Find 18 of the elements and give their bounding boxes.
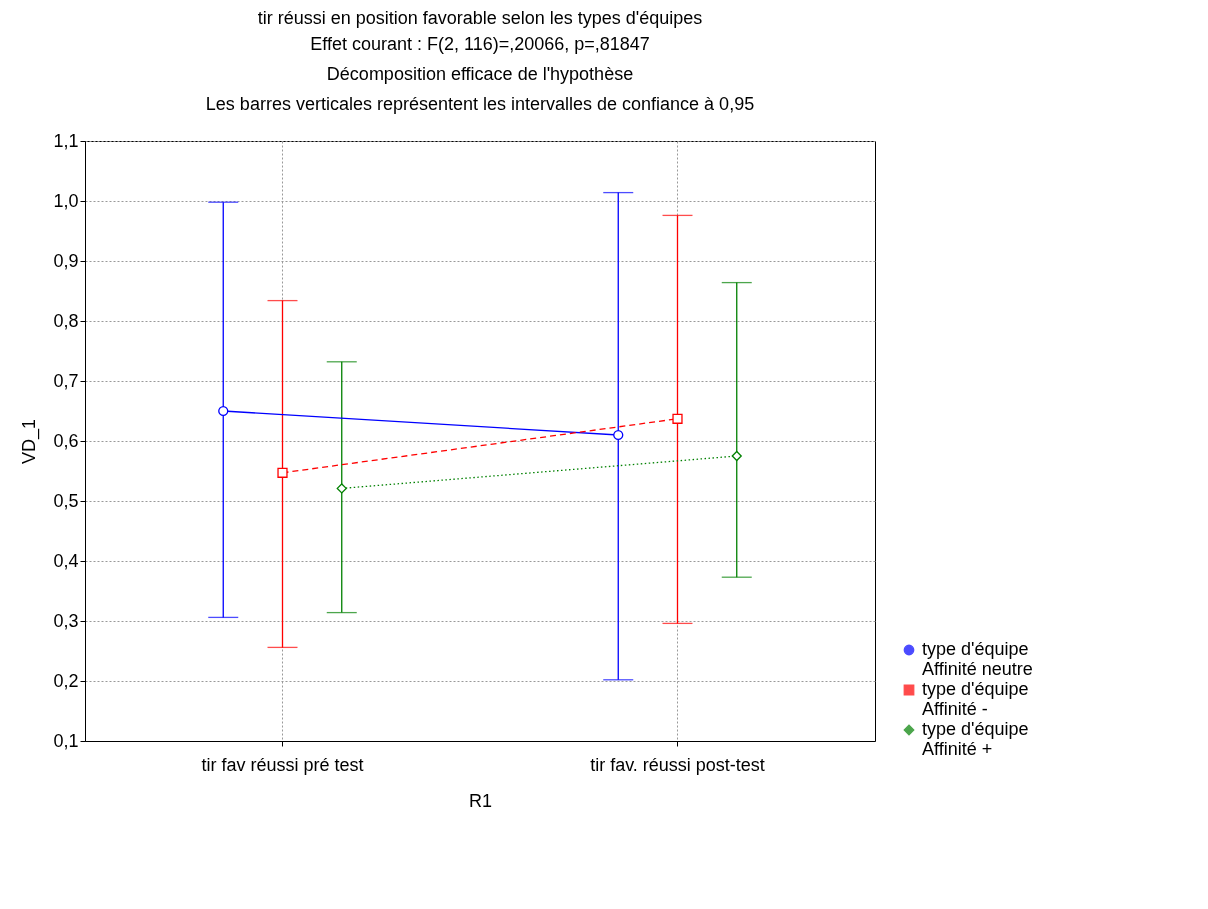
y-tick-label: 0,5: [53, 490, 79, 511]
y-tick-label: 1,0: [53, 190, 79, 211]
x-tick-label: tir fav. réussi post-test: [590, 754, 765, 775]
legend-label: type d'équipe Affinité +: [922, 719, 1029, 759]
x-axis-title: R1: [468, 790, 493, 811]
y-tick-label: 0,2: [53, 670, 79, 691]
y-tick-label: 0,7: [53, 370, 79, 391]
y-tick-label: 0,6: [53, 430, 79, 451]
y-tick-label: 0,9: [53, 250, 79, 271]
y-tick-label: 0,4: [53, 550, 79, 571]
y-tick-label: 0,1: [53, 730, 79, 751]
y-tick-label: 0,8: [53, 310, 79, 331]
chart-title: tir réussi en position favorable selon les types d'équipes: [257, 8, 703, 28]
y-tick-label: 0,3: [53, 610, 79, 631]
y-axis-title: VD_1: [19, 418, 41, 465]
y-tick-label: 1,1: [53, 130, 79, 151]
x-tick-label: tir fav réussi pré test: [201, 754, 364, 775]
chart-subtitle: Effet courant : F(2, 116)=,20066, p=,81847 Décomposition efficace de l'hypothèse Les barres verticales représentent les intervalles de confiance à 0,95: [205, 34, 755, 114]
